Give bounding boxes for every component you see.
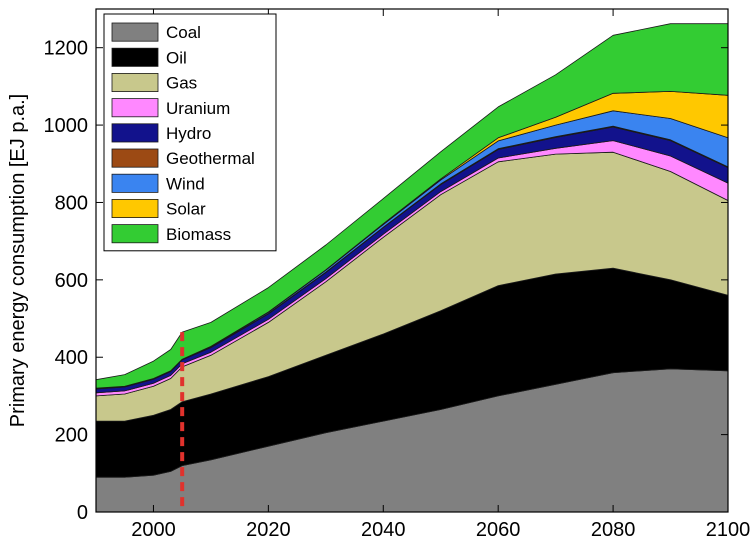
legend-label-oil: Oil xyxy=(166,48,187,67)
area-series-layer xyxy=(95,23,729,513)
legend-swatch-hydro xyxy=(111,123,159,143)
legend-swatch-geothermal xyxy=(111,148,159,168)
y-tick-label: 200 xyxy=(55,425,88,447)
legend-label-wind: Wind xyxy=(166,174,205,193)
legend-swatch-oil xyxy=(111,47,159,67)
y-tick-label: 1200 xyxy=(44,38,89,60)
legend-label-geothermal: Geothermal xyxy=(166,149,255,168)
x-tick-label: 2060 xyxy=(476,519,521,540)
x-tick-label: 2100 xyxy=(706,519,751,540)
legend-label-gas: Gas xyxy=(166,74,197,93)
y-tick-label: 1000 xyxy=(44,115,89,137)
legend-swatch-coal xyxy=(111,22,159,42)
legend-swatch-solar xyxy=(111,198,159,218)
legend-swatch-biomass xyxy=(111,224,159,244)
axes-layer: 0 200 400 600 800 1000 1200 2000 2020 2040 2060 208… xyxy=(7,8,751,540)
x-tick-label: 2080 xyxy=(591,519,636,540)
y-axis-label: Primary energy consumption [EJ p.a.] xyxy=(7,94,29,427)
legend-swatch-uranium xyxy=(111,98,159,118)
legend-swatch-wind xyxy=(111,173,159,193)
x-tick-label: 2000 xyxy=(131,519,176,540)
legend: Coal Oil Gas Uranium Hydro Geothermal Wind Sola… xyxy=(103,13,277,252)
plot-frame xyxy=(95,8,729,513)
legend-label-solar: Solar xyxy=(166,200,206,219)
legend-label-uranium: Uranium xyxy=(166,99,230,118)
y-tick-label: 400 xyxy=(55,347,88,369)
y-tick-label: 0 xyxy=(77,502,88,524)
y-tick-label: 800 xyxy=(55,192,88,214)
legend-label-coal: Coal xyxy=(166,23,201,42)
legend-label-hydro: Hydro xyxy=(166,124,211,143)
legend-label-biomass: Biomass xyxy=(166,225,231,244)
x-tick-label: 2040 xyxy=(361,519,406,540)
y-tick-label: 600 xyxy=(55,270,88,292)
x-tick-label: 2020 xyxy=(246,519,291,540)
legend-swatch-gas xyxy=(111,73,159,93)
